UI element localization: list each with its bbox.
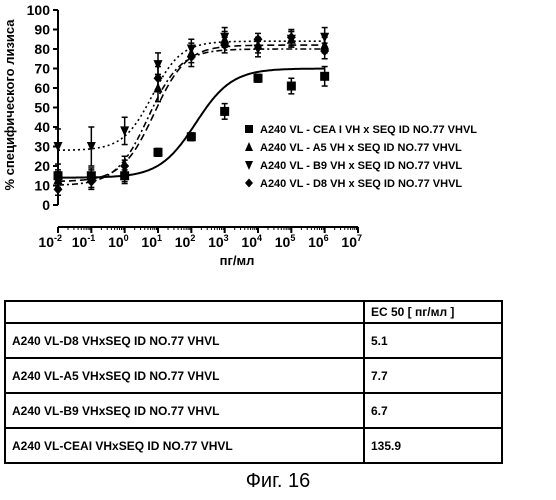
ec50-table: EC 50 [ пг/мл ] A240 VL-D8 VHxSEQ ID NO.…: [4, 300, 503, 464]
table-cell-value: 5.1: [364, 323, 502, 358]
x-tick-label: 101: [141, 233, 162, 250]
y-axis: 0 10 20 30 40 50 60 70 80 90 100: [27, 2, 58, 213]
legend-marker: [245, 142, 253, 151]
y-tick-label: 70: [34, 61, 50, 77]
y-tick-label: 10: [34, 178, 50, 194]
table-row: A240 VL-CEAI VHxSEQ ID NO.77 VHVL 135.9: [5, 428, 502, 463]
table-cell-label: A240 VL-B9 VHxSEQ ID NO.77 VHVL: [5, 393, 364, 428]
legend-label: A240 VL - B9 VH x SEQ ID NO.77 VHVL: [260, 160, 462, 172]
data-point: [254, 34, 263, 44]
table-row: A240 VL-D8 VHxSEQ ID NO.77 VHVL 5.1: [5, 323, 502, 358]
data-point: [220, 107, 229, 116]
legend-marker: [245, 179, 253, 188]
data-point: [287, 82, 296, 91]
y-tick-label: 30: [34, 139, 50, 155]
y-tick-label: 40: [34, 119, 50, 135]
table-header-row: EC 50 [ пг/мл ]: [5, 301, 502, 323]
y-tick-label: 20: [34, 158, 50, 174]
table-row: A240 VL-A5 VHxSEQ ID NO.77 VHVL 7.7: [5, 358, 502, 393]
lysis-chart: 0 10 20 30 40 50 60 70 80 90 100 10-2 10-1 100 101 102…: [0, 0, 556, 290]
legend-label: A240 VL - CEA I VH x SEQ ID NO.77 VHVL: [260, 124, 477, 136]
legend-label: A240 VL - D8 VH x SEQ ID NO.77 VHVL: [260, 178, 462, 190]
data-point: [187, 132, 196, 141]
legend-marker: [245, 161, 253, 170]
x-tick-label: 100: [108, 233, 129, 250]
data-point: [154, 148, 163, 157]
x-tick-label: 104: [241, 233, 262, 250]
y-tick-label: 100: [27, 2, 51, 18]
table-cell-label: A240 VL-D8 VHxSEQ ID NO.77 VHVL: [5, 323, 364, 358]
x-tick-label: 105: [275, 233, 296, 250]
table-cell-value: 135.9: [364, 428, 502, 463]
x-axis: 10-2 10-1 100 101 102 103 104 105 106 107: [38, 227, 362, 250]
legend: A240 VL - CEA I VH x SEQ ID NO.77 VHVL A2…: [245, 124, 477, 190]
data-point: [120, 161, 129, 171]
figure-caption: Фиг. 16: [0, 470, 556, 493]
data-point: [320, 33, 329, 43]
x-tick-label: 102: [175, 233, 196, 250]
legend-label: A240 VL - A5 VH x SEQ ID NO.77 VHVL: [260, 142, 462, 154]
y-axis-title: % специфического лизиса: [2, 19, 17, 191]
x-tick-label: 10-1: [72, 233, 96, 250]
table-row: A240 VL-B9 VHxSEQ ID NO.77 VHVL 6.7: [5, 393, 502, 428]
x-tick-label: 107: [341, 233, 362, 250]
table-header-cell-ec50: EC 50 [ пг/мл ]: [364, 301, 502, 323]
y-tick-label: 50: [34, 100, 50, 116]
table-cell-label: A240 VL-CEAI VHxSEQ ID NO.77 VHVL: [5, 428, 364, 463]
table-header-cell-label: [5, 301, 364, 323]
x-axis-title: пг/мл: [220, 253, 255, 268]
y-tick-label: 80: [34, 41, 50, 57]
data-point: [154, 73, 163, 83]
data-point: [320, 72, 329, 81]
y-tick-label: 90: [34, 22, 50, 38]
data-point: [120, 126, 129, 136]
table-cell-value: 6.7: [364, 393, 502, 428]
data-point: [254, 74, 263, 83]
table-cell-value: 7.7: [364, 358, 502, 393]
legend-marker: [245, 125, 253, 133]
x-tick-label: 103: [208, 233, 229, 250]
data-point: [87, 142, 96, 152]
y-tick-label: 0: [42, 197, 50, 213]
table-cell-label: A240 VL-A5 VHxSEQ ID NO.77 VHVL: [5, 358, 364, 393]
y-tick-label: 60: [34, 80, 50, 96]
x-tick-label: 106: [308, 233, 329, 250]
x-tick-label: 10-2: [38, 233, 62, 250]
